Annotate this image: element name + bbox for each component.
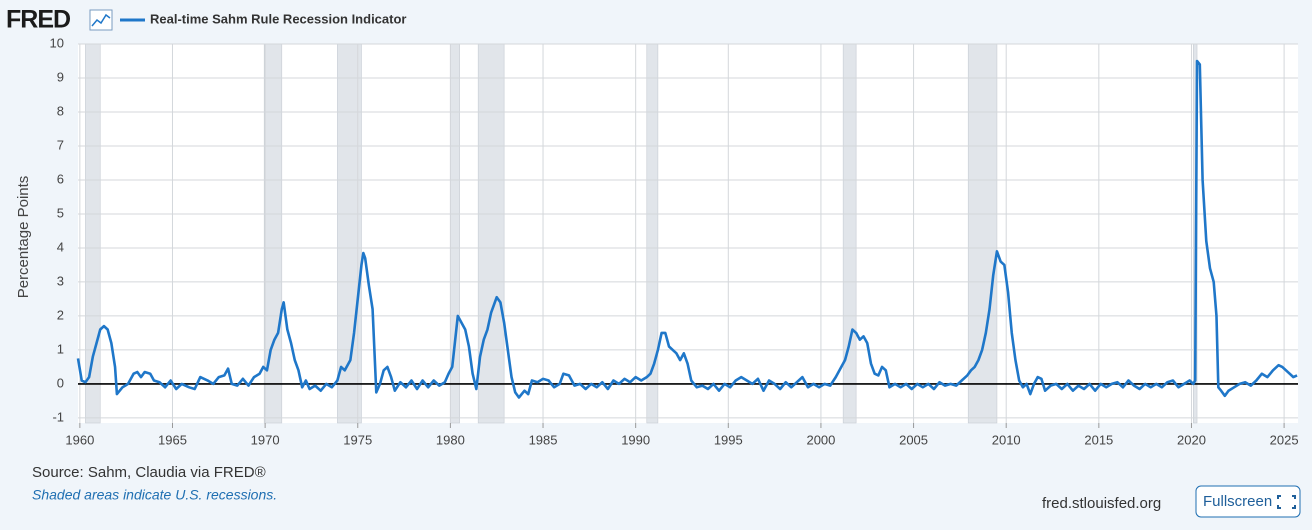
recession-band: [842, 43, 857, 424]
y-tick-label: 1: [57, 341, 64, 356]
note: Shaded areas indicate U.S. recessions.: [32, 487, 277, 503]
fullscreen-button[interactable]: Fullscreen: [1195, 485, 1301, 518]
x-tick-label: 1970: [251, 432, 280, 447]
y-tick-label: 6: [57, 171, 64, 186]
x-tick-label: 1975: [343, 432, 372, 447]
recession-band: [477, 43, 505, 424]
x-tick-label: 2015: [1084, 432, 1113, 447]
x-tick-label: 1960: [65, 432, 94, 447]
y-tick-label: 0: [57, 375, 64, 390]
y-tick-label: 5: [57, 205, 64, 220]
y-axis-label: Percentage Points: [15, 176, 32, 299]
x-tick-label: 2010: [992, 432, 1021, 447]
y-tick-label: 8: [57, 103, 64, 118]
y-tick-label: -1: [52, 409, 64, 424]
x-tick-label: 1965: [158, 432, 187, 447]
recession-band: [85, 43, 101, 424]
source: Source: Sahm, Claudia via FRED®: [32, 464, 266, 481]
y-tick-label: 3: [57, 273, 64, 288]
x-tick-label: 2005: [899, 432, 928, 447]
x-tick-label: 1985: [529, 432, 558, 447]
x-tick-label: 2020: [1177, 432, 1206, 447]
x-tick-label: 2000: [806, 432, 835, 447]
recession-band: [967, 43, 998, 424]
y-tick-label: 7: [57, 137, 64, 152]
logo: FRED: [6, 6, 70, 34]
x-tick-label: 2025: [1270, 432, 1299, 447]
logo-icon: [89, 9, 113, 31]
series-line: [76, 59, 1298, 399]
legend-label: Real-time Sahm Rule Recession Indicator: [150, 11, 406, 26]
button-label: Fullscreen: [1203, 493, 1272, 510]
x-tick-label: 1980: [436, 432, 465, 447]
x-tick-label: 1990: [621, 432, 650, 447]
x-tick-label: 1995: [714, 432, 743, 447]
y-tick-label: 9: [57, 69, 64, 84]
y-tick-label: 10: [50, 35, 64, 50]
y-tick-label: 2: [57, 307, 64, 322]
y-tick-label: 4: [57, 239, 64, 254]
link: fred.stlouisfed.org: [1042, 495, 1161, 512]
